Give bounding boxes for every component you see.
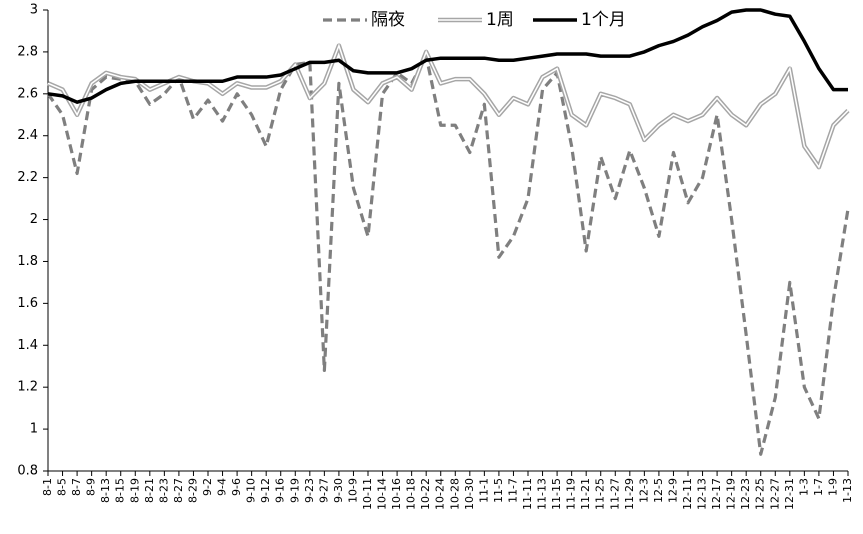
x-tick-label: 12-13: [696, 478, 709, 510]
series-line-outline: [47, 43, 850, 170]
x-tick-label: 12-17: [710, 478, 723, 510]
x-tick-label: 8-5: [56, 478, 69, 496]
x-tick-label: 9-23: [303, 478, 316, 503]
legend-item: 1个月: [533, 10, 626, 30]
x-tick-label: 1-7: [812, 478, 825, 496]
y-tick-label: 2.8: [17, 44, 38, 59]
x-tick-label: 12-31: [783, 478, 796, 510]
x-tick-label: 1-9: [826, 478, 839, 496]
x-tick-label: 9-2: [201, 478, 214, 496]
y-tick-label: 1.6: [17, 296, 38, 311]
x-tick-label: 8-15: [114, 478, 127, 503]
x-tick-label: 8-27: [172, 478, 185, 503]
x-tick-label: 10-16: [390, 478, 403, 510]
x-tick-label: 10-30: [463, 478, 476, 510]
x-tick-label: 8-19: [128, 478, 141, 503]
y-tick-label: 0.8: [17, 464, 38, 479]
y-tick-label: 1.4: [17, 338, 38, 353]
x-tick-label: 12-9: [666, 478, 679, 503]
y-tick-label: 1.8: [17, 254, 38, 269]
y-tick-label: 1: [30, 422, 38, 437]
x-tick-label: 9-6: [230, 478, 243, 496]
series-line: [46, 54, 850, 456]
y-tick-label: 3: [30, 3, 38, 18]
legend-label: 隔夜: [371, 10, 405, 30]
x-tick-label: 10-28: [448, 478, 461, 510]
x-tick-label: 11-1: [477, 478, 490, 503]
x-tick-label: 9-27: [317, 478, 330, 503]
x-tick-label: 12-11: [681, 478, 694, 510]
x-tick-label: 10-18: [405, 478, 418, 510]
y-tick-label: 1.2: [17, 380, 38, 395]
x-tick-label: 11-13: [536, 478, 549, 510]
x-tick-label: 10-14: [376, 478, 389, 510]
x-tick-label: 11-27: [608, 478, 621, 510]
y-tick-label: 2.2: [17, 170, 38, 185]
x-tick-label: 11-29: [623, 478, 636, 510]
legend: 隔夜 1周 1个月: [323, 10, 626, 30]
y-tick-label: 2: [30, 212, 38, 227]
x-tick-label: 9-10: [245, 478, 258, 503]
x-tick-label: 1-3: [797, 478, 810, 496]
x-tick-label: 8-13: [99, 478, 112, 503]
x-tick-label: 8-23: [157, 478, 170, 503]
x-tick-label: 9-19: [288, 478, 301, 503]
x-tick-label: 11-15: [550, 478, 563, 510]
legend-label: 1周: [486, 10, 514, 30]
x-tick-label: 11-7: [506, 478, 519, 503]
x-tick-label: 1-13: [841, 478, 854, 503]
x-tick-label: 10-9: [346, 478, 359, 503]
x-tick-label: 12-23: [739, 478, 752, 510]
x-tick-label: 9-4: [216, 478, 229, 496]
x-tick-label: 8-29: [186, 478, 199, 503]
x-tick-label: 11-19: [565, 478, 578, 510]
x-tick-label: 12-25: [754, 478, 767, 510]
x-tick-label: 11-5: [492, 478, 505, 503]
x-tick-label: 9-12: [259, 478, 272, 503]
legend-item: 1周: [438, 10, 514, 30]
y-tick-label: 2.4: [17, 128, 38, 143]
x-tick-label: 9-30: [332, 478, 345, 503]
x-tick-label: 11-21: [579, 478, 592, 510]
x-tick-label: 12-3: [637, 478, 650, 503]
x-tick-label: 11-25: [594, 478, 607, 510]
x-tick-label: 8-21: [143, 478, 156, 503]
x-tick-label: 12-19: [725, 478, 738, 510]
x-tick-label: 10-24: [434, 478, 447, 510]
series-line: [47, 8, 848, 104]
y-tick-label: 2.6: [17, 86, 38, 101]
legend-label: 1个月: [581, 10, 626, 30]
x-tick-label: 10-11: [361, 478, 374, 510]
x-tick-label: 11-11: [521, 478, 534, 510]
x-tick-label: 12-27: [768, 478, 781, 510]
x-tick-label: 9-16: [274, 478, 287, 503]
x-tick-label: 8-7: [70, 478, 83, 496]
x-tick-label: 8-9: [85, 478, 98, 496]
series-line: [47, 43, 849, 169]
x-tick-label: 8-1: [41, 478, 54, 496]
legend-item: 隔夜: [323, 10, 405, 30]
x-tick-label: 12-5: [652, 478, 665, 503]
x-tick-label: 10-22: [419, 478, 432, 510]
